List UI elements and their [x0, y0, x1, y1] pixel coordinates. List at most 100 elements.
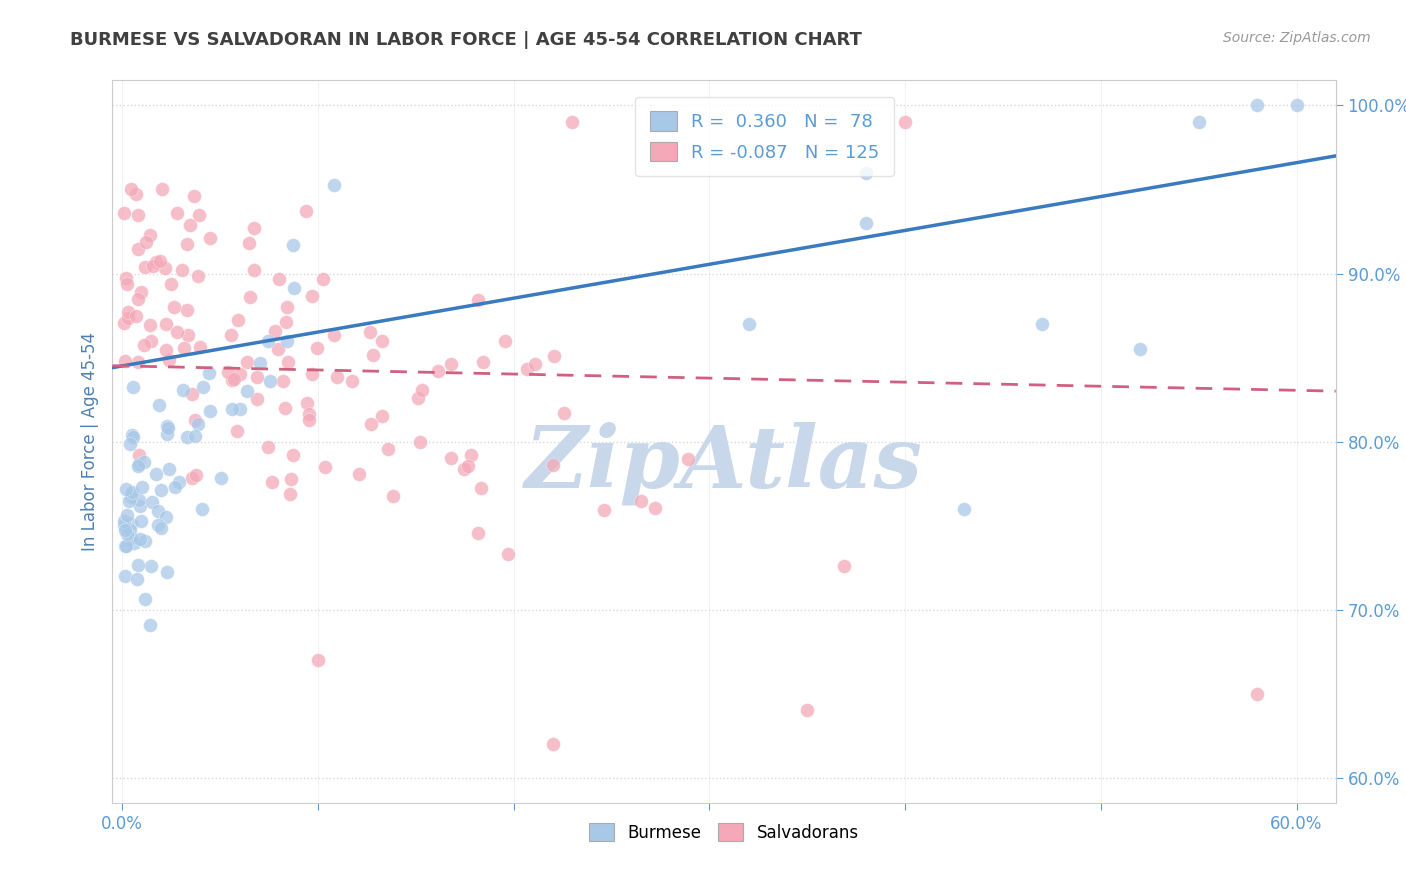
Point — [128, 448, 150, 462]
Point — [326, 370, 349, 384]
Point — [117, 304, 139, 318]
Point — [249, 356, 271, 370]
Point — [120, 532, 142, 546]
Point — [122, 430, 145, 444]
Point — [543, 349, 565, 363]
Point — [139, 559, 162, 574]
Point — [176, 237, 198, 252]
Point — [176, 303, 198, 318]
Point — [165, 480, 187, 494]
Point — [129, 499, 152, 513]
Point — [145, 255, 167, 269]
Point — [953, 501, 976, 516]
Point — [371, 409, 394, 423]
Point — [121, 428, 143, 442]
Point — [221, 401, 243, 416]
Point — [1246, 687, 1268, 701]
Point — [155, 509, 177, 524]
Point — [349, 467, 371, 481]
Point — [115, 483, 138, 497]
Point — [307, 341, 329, 355]
Point — [225, 424, 247, 438]
Point — [314, 459, 336, 474]
Point — [117, 527, 139, 541]
Point — [127, 558, 149, 573]
Point — [125, 572, 148, 586]
Point — [267, 343, 290, 357]
Point — [114, 539, 136, 553]
Point — [1285, 98, 1308, 112]
Point — [283, 281, 305, 295]
Point — [135, 235, 157, 249]
Point — [427, 364, 450, 378]
Point — [243, 262, 266, 277]
Point — [166, 206, 188, 220]
Point — [156, 419, 179, 434]
Point — [221, 373, 243, 387]
Point — [457, 458, 479, 473]
Point — [209, 471, 232, 485]
Point — [470, 481, 492, 495]
Point — [187, 269, 209, 284]
Point — [260, 475, 283, 489]
Point — [172, 383, 194, 397]
Point — [453, 462, 475, 476]
Point — [134, 533, 156, 548]
Point — [283, 237, 305, 252]
Point — [167, 475, 190, 490]
Point — [115, 277, 138, 292]
Point — [796, 703, 818, 717]
Point — [228, 401, 250, 416]
Point — [523, 357, 546, 371]
Point — [256, 334, 278, 348]
Point — [630, 494, 652, 508]
Point — [184, 468, 207, 483]
Point — [676, 451, 699, 466]
Point — [246, 392, 269, 406]
Point — [121, 485, 143, 500]
Point — [129, 514, 152, 528]
Point — [409, 434, 432, 449]
Point — [115, 508, 138, 523]
Point — [120, 182, 142, 196]
Point — [553, 406, 575, 420]
Point — [472, 355, 495, 369]
Point — [118, 437, 141, 451]
Point — [239, 290, 262, 304]
Point — [224, 372, 246, 386]
Point — [114, 539, 136, 553]
Point — [112, 517, 135, 532]
Point — [186, 417, 208, 432]
Point — [264, 324, 287, 338]
Point — [118, 523, 141, 537]
Point — [301, 368, 323, 382]
Point — [307, 653, 329, 667]
Point — [131, 480, 153, 494]
Point — [219, 328, 242, 343]
Text: ZipAtlas: ZipAtlas — [524, 421, 924, 505]
Point — [1246, 98, 1268, 112]
Point — [127, 208, 149, 222]
Point — [377, 442, 399, 456]
Text: BURMESE VS SALVADORAN IN LABOR FORCE | AGE 45-54 CORRELATION CHART: BURMESE VS SALVADORAN IN LABOR FORCE | A… — [70, 31, 862, 49]
Point — [176, 327, 198, 342]
Point — [184, 429, 207, 443]
Point — [281, 448, 304, 462]
Point — [467, 525, 489, 540]
Point — [121, 487, 143, 501]
Point — [467, 293, 489, 308]
Point — [170, 263, 193, 277]
Point — [855, 216, 877, 230]
Point — [276, 300, 298, 314]
Point — [322, 328, 344, 343]
Point — [737, 317, 759, 331]
Point — [120, 516, 142, 531]
Point — [832, 559, 855, 574]
Point — [142, 259, 165, 273]
Point — [229, 368, 252, 382]
Point — [139, 618, 162, 632]
Point — [114, 354, 136, 368]
Point — [132, 455, 155, 469]
Point — [298, 407, 321, 421]
Point — [295, 396, 318, 410]
